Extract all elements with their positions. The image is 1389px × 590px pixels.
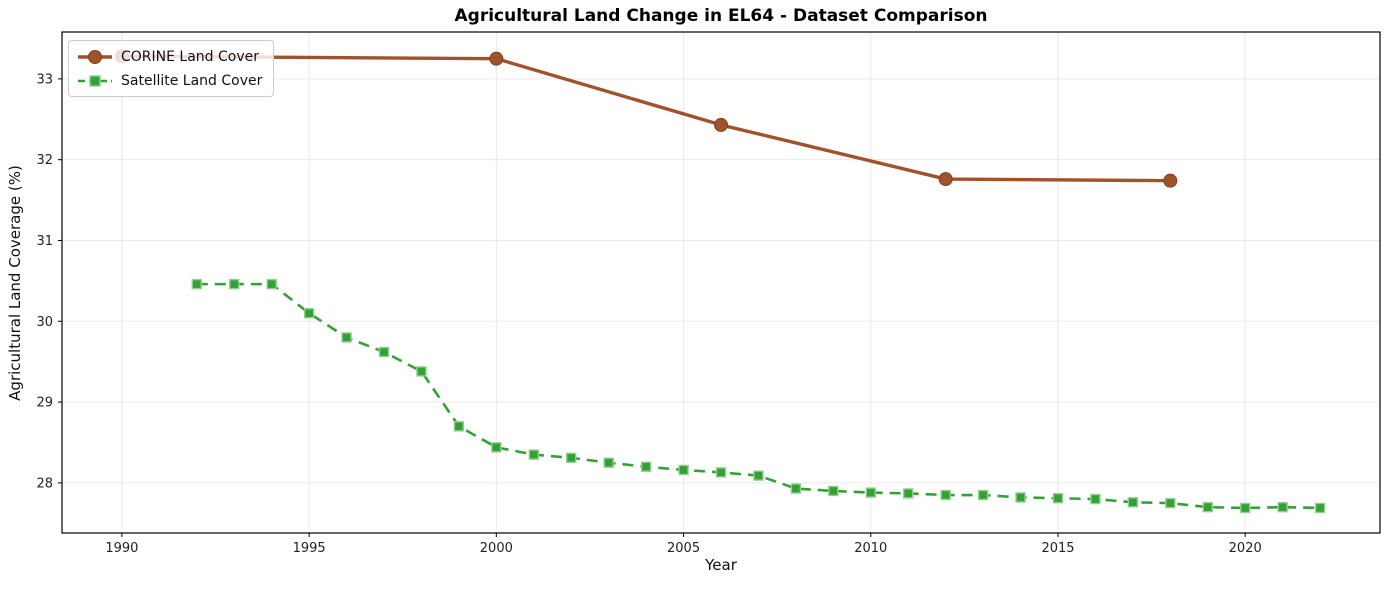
data-point-square xyxy=(903,488,914,499)
data-point-square xyxy=(191,278,202,290)
data-point-square xyxy=(1052,493,1064,504)
plot-border xyxy=(61,31,1381,534)
data-point-square xyxy=(1127,497,1139,508)
data-point-square xyxy=(640,461,652,472)
legend: CORINE Land Cover Satellite Land Cover xyxy=(68,40,275,97)
y-tick-label: 31 xyxy=(36,234,53,249)
y-tick-label: 32 xyxy=(36,153,53,168)
data-point-square xyxy=(603,457,614,468)
data-point-square xyxy=(678,464,689,476)
legend-label-corine: CORINE Land Cover xyxy=(121,48,260,65)
y-tick-label: 33 xyxy=(36,72,53,87)
corine-line-marker-icon xyxy=(78,49,112,64)
data-point-square xyxy=(341,332,352,343)
data-point-square xyxy=(266,278,277,290)
data-point-square xyxy=(303,308,315,319)
data-point-square xyxy=(715,467,727,478)
y-tick-label: 30 xyxy=(36,315,53,330)
satellite-line-marker-icon xyxy=(78,74,112,87)
data-point-square xyxy=(528,449,539,460)
data-point-square xyxy=(1090,493,1101,505)
data-point-square xyxy=(865,487,876,498)
data-point-square xyxy=(566,452,577,464)
x-tick-label: 2015 xyxy=(1041,541,1074,556)
data-point-square xyxy=(940,489,951,501)
y-tick-label: 28 xyxy=(36,476,53,491)
legend-item-corine: CORINE Land Cover xyxy=(77,46,262,67)
x-tick-label: 2010 xyxy=(854,541,887,556)
data-point-square xyxy=(453,421,465,432)
x-tick-label: 2000 xyxy=(480,541,513,556)
data-point-circle xyxy=(1163,173,1178,188)
legend-item-satellite: Satellite Land Cover xyxy=(77,70,262,91)
data-point-square xyxy=(977,489,989,501)
data-point-circle xyxy=(489,51,504,66)
data-point-square xyxy=(790,483,802,494)
x-axis-label: Year xyxy=(705,556,737,574)
x-tick-label: 1990 xyxy=(105,541,138,556)
data-point-square xyxy=(229,278,240,290)
data-point-square xyxy=(1314,502,1326,514)
data-point-circle xyxy=(714,117,728,132)
legend-label-satellite: Satellite Land Cover xyxy=(121,72,263,89)
x-tick-label: 1995 xyxy=(293,541,326,556)
data-point-square xyxy=(753,470,764,481)
data-point-square xyxy=(1202,501,1213,513)
series-line-0 xyxy=(121,54,1171,183)
data-point-circle xyxy=(938,172,953,187)
x-tick-label: 2005 xyxy=(667,541,700,556)
x-tick-label: 2020 xyxy=(1229,541,1262,556)
data-point-square xyxy=(378,346,390,358)
data-point-square xyxy=(828,485,839,497)
chart-title: Agricultural Land Change in EL64 - Datas… xyxy=(454,6,988,26)
data-point-square xyxy=(491,442,502,453)
data-point-square xyxy=(416,366,427,377)
data-point-square xyxy=(1165,497,1176,509)
data-point-square xyxy=(1240,502,1251,514)
data-point-square xyxy=(1015,492,1026,503)
y-tick-label: 29 xyxy=(36,396,53,411)
data-point-square xyxy=(1277,501,1288,513)
y-axis-label: Agricultural Land Coverage (%) xyxy=(6,165,24,401)
